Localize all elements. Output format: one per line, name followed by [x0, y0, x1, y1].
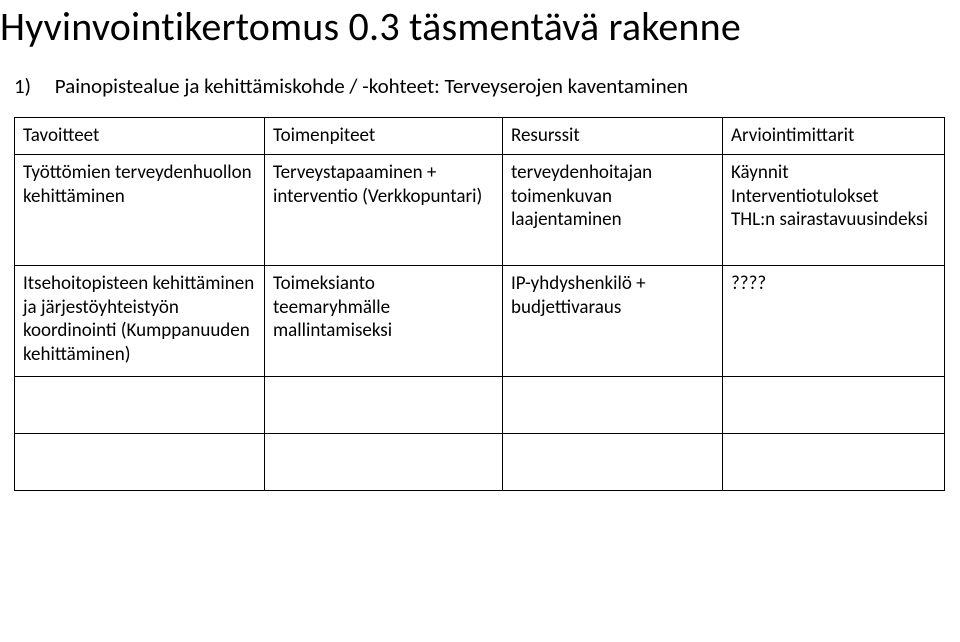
cell-empty	[15, 433, 265, 490]
cell-arviointimittarit: KäynnitInterventiotuloksetTHL:n sairasta…	[723, 154, 945, 265]
table-row: Itsehoitopisteen kehittäminen ja järjest…	[15, 265, 945, 376]
page-title: Hyvinvointikertomus 0.3 täsmentävä raken…	[0, 2, 948, 51]
table-row-empty	[15, 433, 945, 490]
cell-resurssit: terveydenhoitajan toimenkuvan laajentami…	[503, 154, 723, 265]
cell-tavoitteet: Itsehoitopisteen kehittäminen ja järjest…	[15, 265, 265, 376]
cell-tavoitteet: Työttömien terveydenhuollon kehittäminen	[15, 154, 265, 265]
cell-resurssit: IP-yhdyshenkilö + budjettivaraus	[503, 265, 723, 376]
table-row: Työttömien terveydenhuollon kehittäminen…	[15, 154, 945, 265]
cell-empty	[265, 376, 503, 433]
cell-empty	[723, 376, 945, 433]
cell-arviointimittarit: ????	[723, 265, 945, 376]
table-row-empty	[15, 376, 945, 433]
table-header-row: Tavoitteet Toimenpiteet Resurssit Arvioi…	[15, 118, 945, 155]
col-header-resurssit: Resurssit	[503, 118, 723, 155]
cell-empty	[503, 433, 723, 490]
cell-empty	[723, 433, 945, 490]
subhead-text: Painopistealue ja kehittämiskohde / -koh…	[55, 73, 688, 99]
cell-empty	[15, 376, 265, 433]
col-header-arviointimittarit: Arviointimittarit	[723, 118, 945, 155]
cell-empty	[503, 376, 723, 433]
col-header-tavoitteet: Tavoitteet	[15, 118, 265, 155]
plan-table: Tavoitteet Toimenpiteet Resurssit Arvioi…	[14, 117, 945, 491]
cell-toimenpiteet: Toimeksianto teemaryhmälle mallintamisek…	[265, 265, 503, 376]
cell-empty	[265, 433, 503, 490]
subhead-number: 1)	[14, 73, 50, 99]
cell-toimenpiteet: Terveystapaaminen + interventio (Verkkop…	[265, 154, 503, 265]
col-header-toimenpiteet: Toimenpiteet	[265, 118, 503, 155]
section-subhead: 1) Painopistealue ja kehittämiskohde / -…	[14, 73, 948, 99]
